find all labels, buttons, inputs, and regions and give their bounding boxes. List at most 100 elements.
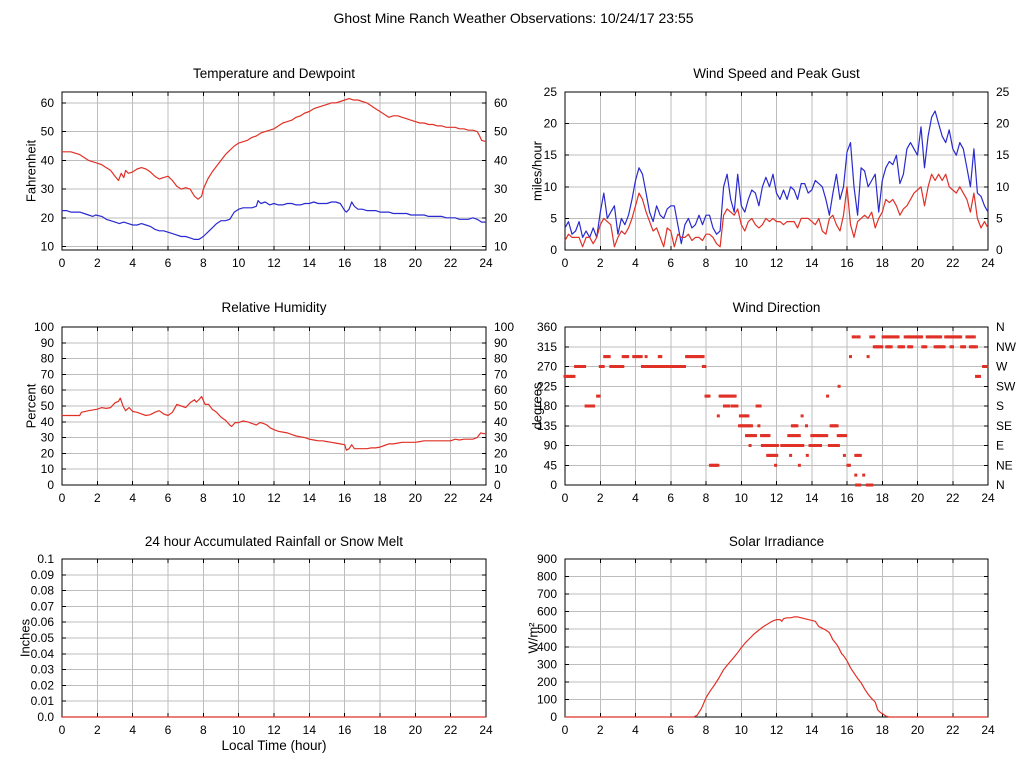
wind-direction-y-tick-right: S [996, 399, 1004, 413]
solar-irradiance-y-tick: 200 [537, 675, 557, 689]
relative-humidity-y-tick: 80 [41, 352, 55, 366]
solar-irradiance-y-tick: 900 [537, 552, 557, 566]
solar-irradiance-y-tick: 100 [537, 692, 557, 706]
relative-humidity-y-tick-right: 50 [494, 399, 508, 413]
solar-irradiance-y-tick: 0 [550, 710, 557, 724]
temperature-dewpoint-y-tick-right: 30 [494, 182, 508, 196]
solar-irradiance-x-tick: 22 [946, 723, 960, 737]
rainfall-y-tick: 0.05 [31, 631, 55, 645]
temperature-dewpoint-y-tick-right: 40 [494, 153, 508, 167]
wind-direction-x-tick: 20 [911, 491, 925, 505]
rainfall-y-tick: 0.08 [31, 584, 55, 598]
wind-speed-gust-x-tick: 0 [562, 256, 569, 270]
relative-humidity-y-tick: 100 [34, 320, 54, 334]
wind-direction-x-tick: 22 [946, 491, 960, 505]
wind-speed-gust-x-tick: 10 [735, 256, 749, 270]
wind-direction-y-tick-right: N [996, 478, 1005, 492]
wind-direction-x-tick: 6 [667, 491, 674, 505]
wind-direction-x-tick: 2 [597, 491, 604, 505]
wind-speed-gust-x-tick: 4 [632, 256, 639, 270]
solar-irradiance-x-tick: 16 [840, 723, 854, 737]
rainfall-x-tick: 14 [303, 723, 317, 737]
chart-title-solar: Solar Irradiance [728, 534, 825, 549]
rainfall-x-tick: 10 [232, 723, 246, 737]
temperature-dewpoint-x-tick: 10 [232, 256, 246, 270]
wind-direction-y-tick: 315 [537, 340, 557, 354]
wind-direction-x-tick: 16 [840, 491, 854, 505]
wind-direction-x-tick: 10 [735, 491, 749, 505]
relative-humidity-x-tick: 16 [338, 491, 352, 505]
rainfall-x-tick: 12 [267, 723, 281, 737]
relative-humidity-y-tick-right: 100 [494, 320, 514, 334]
relative-humidity-y-tick-right: 60 [494, 383, 508, 397]
relative-humidity-x-tick: 22 [444, 491, 458, 505]
temperature-dewpoint-y-tick-right: 20 [494, 211, 508, 225]
temperature-dewpoint-x-tick: 16 [338, 256, 352, 270]
wind-speed-gust-y-tick: 0 [550, 243, 557, 257]
relative-humidity-x-tick: 24 [479, 491, 493, 505]
chart-title-wind-speed: Wind Speed and Peak Gust [693, 66, 860, 81]
relative-humidity-y-tick: 60 [41, 383, 55, 397]
rainfall-x-tick: 8 [200, 723, 207, 737]
rainfall-y-tick: 0.0 [37, 710, 54, 724]
wind-speed-gust-x-tick: 22 [946, 256, 960, 270]
wind-direction-y-tick-right: SW [996, 379, 1016, 393]
wind-speed-gust-y-tick-right: 15 [996, 148, 1010, 162]
chart-title-rainfall: 24 hour Accumulated Rainfall or Snow Mel… [144, 534, 404, 549]
wind-direction-x-tick: 18 [876, 491, 890, 505]
solar-irradiance-y-tick: 800 [537, 570, 557, 584]
wind-speed-gust-x-tick: 24 [981, 256, 995, 270]
wind-direction-y-tick: 180 [537, 399, 557, 413]
wind-direction-x-tick: 8 [703, 491, 710, 505]
solar-irradiance-y-tick: 400 [537, 640, 557, 654]
solar-irradiance-x-tick: 8 [703, 723, 710, 737]
relative-humidity-y-tick-right: 0 [494, 478, 501, 492]
chart-title-humidity: Relative Humidity [221, 300, 327, 315]
wind-direction-x-tick: 4 [632, 491, 639, 505]
wind-speed-gust-y-tick: 15 [544, 148, 558, 162]
solar-irradiance-plot: 0 2 4 6 8 10 12 14 16 18 20 22 240100200300400500600… [537, 552, 995, 737]
page-title: Ghost Mine Ranch Weather Observations: 1… [333, 10, 694, 26]
rainfall-y-tick: 0.02 [31, 678, 55, 692]
solar-irradiance-x-tick: 14 [805, 723, 819, 737]
temperature-dewpoint-x-tick: 22 [444, 256, 458, 270]
solar-irradiance-x-tick: 10 [735, 723, 749, 737]
temperature-dewpoint-x-tick: 14 [303, 256, 317, 270]
rainfall-y-tick: 0.1 [37, 552, 54, 566]
relative-humidity-y-tick: 30 [41, 431, 55, 445]
relative-humidity-y-tick: 40 [41, 415, 55, 429]
solar-irradiance-x-tick: 6 [667, 723, 674, 737]
temperature-dewpoint-y-tick-right: 60 [494, 96, 508, 110]
wind-speed-gust-x-tick: 2 [597, 256, 604, 270]
solar-irradiance-x-tick: 2 [597, 723, 604, 737]
wind-direction-y-tick: 360 [537, 320, 557, 334]
relative-humidity-y-tick-right: 80 [494, 352, 508, 366]
rainfall-x-tick: 2 [94, 723, 101, 737]
wind-speed-gust-x-tick: 18 [876, 256, 890, 270]
temperature-dewpoint-x-tick: 2 [94, 256, 101, 270]
chart-title-temperature: Temperature and Dewpoint [192, 66, 356, 81]
solar-irradiance-y-tick: 600 [537, 605, 557, 619]
wind-direction-x-tick: 14 [805, 491, 819, 505]
temperature-dewpoint-x-tick: 12 [267, 256, 281, 270]
wind-direction-y-tick: 135 [537, 419, 557, 433]
wind-direction-x-tick: 0 [562, 491, 569, 505]
relative-humidity-x-tick: 18 [373, 491, 387, 505]
rainfall-x-tick: 24 [479, 723, 493, 737]
wind-direction-y-tick-right: W [996, 360, 1008, 374]
wind-speed-gust-x-tick: 20 [911, 256, 925, 270]
rainfall-y-tick: 0.06 [31, 615, 55, 629]
temperature-dewpoint-y-tick: 30 [41, 182, 55, 196]
relative-humidity-y-tick: 10 [41, 462, 55, 476]
chart-title-wind-direction: Wind Direction [732, 300, 821, 315]
wind-direction-y-tick-right: SE [996, 419, 1012, 433]
solar-irradiance-x-tick: 18 [876, 723, 890, 737]
temperature-dewpoint-x-tick: 0 [59, 256, 66, 270]
rainfall-y-tick: 0.01 [31, 694, 55, 708]
solar-irradiance-x-tick: 20 [911, 723, 925, 737]
temperature-dewpoint-y-tick: 50 [41, 125, 55, 139]
solar-irradiance-y-tick: 700 [537, 587, 557, 601]
